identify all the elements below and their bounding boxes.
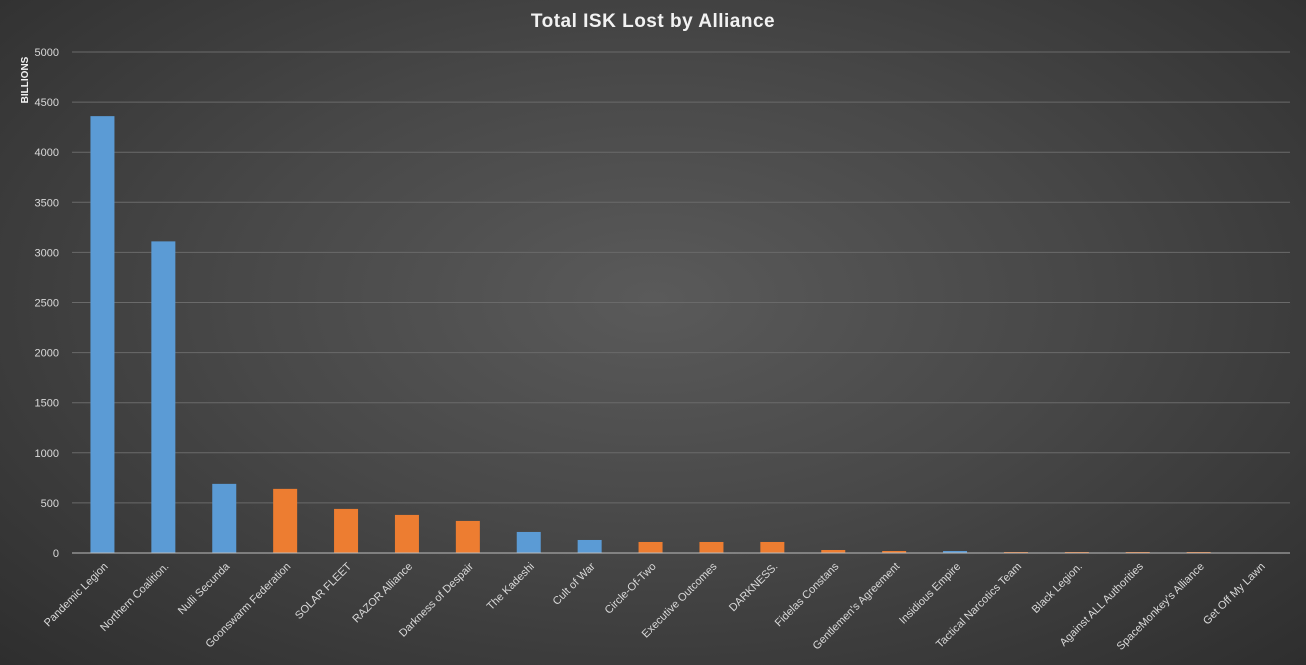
bar-spacemonkey-s-alliance [1186, 551, 1211, 553]
y-tick-label: 4000 [35, 147, 59, 159]
x-tick-label: Cult of War [551, 560, 598, 607]
y-axis-label: BILLIONS [20, 56, 31, 103]
bar-black-legion [1064, 551, 1089, 553]
x-tick-label: Black Legion. [1030, 561, 1085, 616]
y-tick-label: 0 [53, 548, 59, 560]
bar-gentlemen-s-agreement [882, 550, 907, 553]
x-tick-label: Get Off My Lawn [1201, 561, 1268, 628]
bar-northern-coalition [151, 241, 176, 554]
x-tick-label: Insidious Empire [897, 561, 963, 627]
bar-circle-of-two [638, 541, 663, 553]
y-tick-label: 1500 [35, 398, 59, 410]
bar-nulli-secunda [212, 483, 237, 553]
y-axis-ticks: 0 500 1000 1500 2000 2500 3000 3500 4000 4500 5000 [35, 47, 59, 560]
x-tick-label: Circle-Of-Two [603, 561, 659, 617]
bar-solar-fleet [334, 508, 359, 553]
y-tick-label: 500 [41, 498, 59, 510]
x-tick-label: Northern Coalition. [98, 561, 171, 634]
chart-title: Total ISK Lost by Alliance [530, 11, 776, 32]
x-tick-label: DARKNESS. [727, 561, 780, 614]
bar-cult-of-war [577, 539, 602, 553]
bar-razor-alliance [394, 514, 419, 553]
bar-fidelas-constans [821, 549, 846, 553]
y-tick-label: 1000 [35, 448, 59, 460]
bar-darkness [760, 541, 785, 553]
bar-against-all-authorities [1125, 551, 1150, 553]
x-tick-label: The Kadeshi [485, 561, 537, 613]
bar-executive-outcomes [699, 541, 724, 553]
bar-darkness-of-despair [455, 520, 480, 553]
x-tick-label: Pandemic Legion [42, 561, 111, 630]
bar-tactical-narcotics-team [1003, 551, 1028, 553]
bar-goonswarm-federation [273, 488, 298, 553]
y-tick-label: 4500 [35, 97, 59, 109]
y-tick-label: 5000 [35, 47, 59, 59]
y-tick-label: 2000 [35, 348, 59, 360]
x-tick-label: Nulli Secunda [176, 560, 233, 617]
bars [90, 116, 1272, 554]
y-tick-label: 3000 [35, 247, 59, 259]
bar-pandemic-legion [90, 116, 115, 554]
x-tick-label: SOLAR FLEET [293, 560, 354, 621]
bar-the-kadeshi [516, 531, 541, 553]
y-tick-label: 3500 [35, 197, 59, 209]
bar-insidious-empire [943, 550, 968, 553]
y-tick-label: 2500 [35, 298, 59, 310]
x-tick-label: RAZOR Alliance [350, 561, 415, 626]
x-tick-label: Fidelas Constans [773, 560, 842, 629]
gridlines [72, 51, 1290, 504]
